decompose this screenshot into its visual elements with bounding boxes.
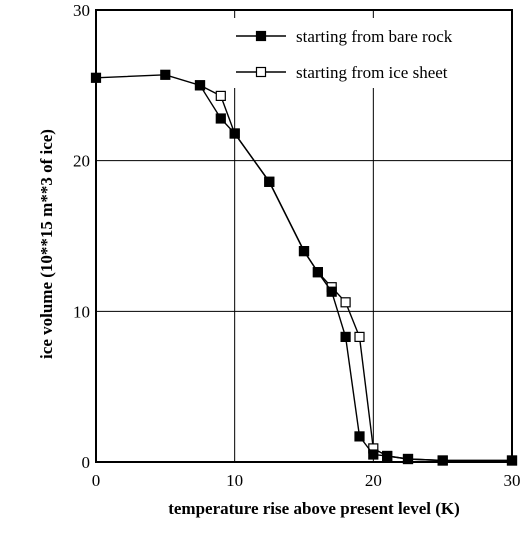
legend-entry: starting from bare rock bbox=[236, 27, 453, 46]
plot-frame bbox=[95, 9, 513, 463]
legend-marker bbox=[255, 66, 267, 78]
data-point bbox=[194, 80, 206, 91]
y-tick-label: 0 bbox=[82, 453, 91, 472]
data-point bbox=[506, 455, 518, 466]
data-point bbox=[340, 331, 351, 342]
data-point bbox=[160, 69, 171, 80]
y-axis-title: ice volume (10**15 m**3 of ice) bbox=[37, 129, 56, 359]
y-tick-label: 20 bbox=[73, 152, 90, 171]
x-tick-label: 20 bbox=[365, 471, 382, 490]
y-tick-label: 30 bbox=[73, 1, 90, 20]
series-bare-rock bbox=[90, 69, 518, 466]
data-point bbox=[264, 176, 275, 187]
legend-marker bbox=[255, 30, 267, 42]
legend-label: starting from bare rock bbox=[296, 27, 453, 46]
data-point bbox=[215, 90, 226, 102]
data-point bbox=[368, 449, 379, 460]
data-point bbox=[354, 331, 365, 342]
x-tick-label: 30 bbox=[504, 471, 521, 490]
legend-entry: starting from ice sheet bbox=[236, 63, 448, 82]
data-point bbox=[229, 128, 240, 139]
x-axis-title: temperature rise above present level (K) bbox=[168, 499, 460, 518]
x-tick-label: 0 bbox=[92, 471, 101, 490]
data-point bbox=[215, 113, 226, 124]
data-point bbox=[340, 297, 351, 308]
data-point bbox=[437, 455, 448, 466]
legend-background bbox=[230, 18, 510, 88]
data-point bbox=[354, 431, 365, 442]
y-tick-label: 10 bbox=[73, 302, 90, 321]
data-point bbox=[90, 72, 102, 83]
series-line bbox=[199, 84, 512, 462]
series-line bbox=[95, 74, 512, 462]
tick-labels: 0 10 20 30 0 10 20 30 bbox=[73, 1, 521, 490]
legend-label: starting from ice sheet bbox=[296, 63, 448, 82]
series-layer bbox=[90, 69, 518, 466]
x-tick-label: 10 bbox=[226, 471, 243, 490]
data-point bbox=[312, 267, 323, 278]
data-point bbox=[326, 286, 337, 297]
data-point bbox=[298, 246, 310, 257]
data-point bbox=[402, 453, 414, 465]
data-point bbox=[382, 450, 393, 462]
legend: starting from bare rock starting from ice… bbox=[230, 18, 510, 88]
